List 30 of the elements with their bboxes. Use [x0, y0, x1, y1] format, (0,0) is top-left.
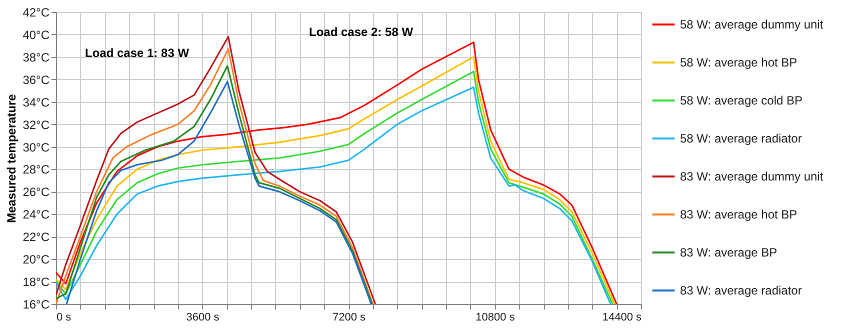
legend-label: 58 W: average cold BP: [680, 94, 803, 108]
x-tick-label: 14400 s: [602, 312, 642, 324]
x-tick-label: 0 s: [56, 312, 72, 324]
x-tick-label: 3600 s: [186, 312, 220, 324]
legend-label: 83 W: average BP: [680, 246, 778, 260]
y-tick-label: 20°C: [22, 252, 50, 267]
legend-label: 58 W: average radiator: [680, 132, 802, 146]
y-tick-label: 34°C: [22, 95, 50, 110]
y-tick-label: 16°C: [22, 298, 50, 312]
legend-label: 58 W: average hot BP: [680, 56, 798, 70]
y-tick-label: 36°C: [22, 72, 50, 87]
y-tick-label: 32°C: [22, 118, 50, 132]
annotation: Load case 2: 58 W: [308, 25, 414, 39]
x-tick-label: 10800 s: [476, 312, 516, 324]
y-tick-label: 24°C: [22, 208, 50, 222]
legend-label: 83 W: average hot BP: [680, 208, 798, 222]
legend-label: 83 W: average radiator: [680, 284, 802, 298]
y-tick-label: 22°C: [22, 230, 50, 244]
y-tick-label: 30°C: [22, 140, 50, 154]
annotation: Load case 1: 83 W: [84, 46, 190, 60]
y-tick-label: 28°C: [22, 162, 50, 177]
legend-label: 83 W: average dummy unit: [680, 170, 824, 184]
y-tick-label: 40°C: [22, 28, 50, 42]
legend-label: 58 W: average dummy unit: [680, 18, 824, 32]
y-tick-label: 38°C: [22, 50, 50, 64]
y-axis-title: Measured temperature: [4, 94, 19, 223]
y-tick-label: 18°C: [22, 275, 50, 290]
x-tick-label: 7200 s: [332, 312, 366, 324]
y-tick-label: 26°C: [22, 185, 50, 200]
y-tick-label: 42°C: [22, 6, 50, 20]
